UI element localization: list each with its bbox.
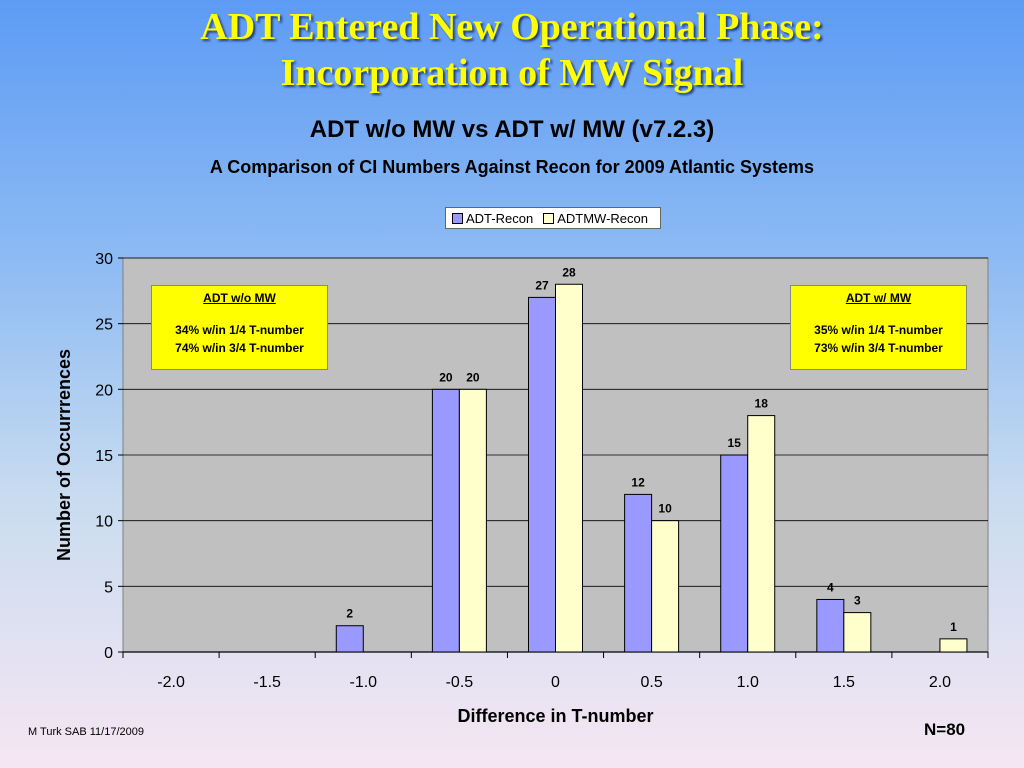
note-right-line2: 73% w/in 3/4 T-number [814,341,943,355]
data-label: 4 [827,580,834,594]
note-left-line2: 74% w/in 3/4 T-number [175,341,304,355]
legend-item-adt-recon: ADT-Recon [452,211,533,226]
legend-swatch-adt-recon [452,212,463,224]
data-label: 10 [658,502,672,516]
legend-label-adtmw-recon: ADTMW-Recon [557,210,648,226]
data-label: 27 [535,278,549,292]
data-label: 1 [950,620,957,634]
x-tick-label: -1.5 [253,674,281,691]
bar-adtmw-recon [458,388,487,653]
x-tick-label: -2.0 [157,674,185,691]
bar-adtmw-recon [843,612,872,653]
bar-adtmw-recon [747,415,776,653]
y-tick-label: 20 [95,382,113,399]
legend-swatch-adtmw-recon [543,212,555,224]
slide-title-line2: Incorporation of MW Signal [280,52,744,94]
bar-adtmw-recon [555,283,583,653]
sample-size: N=80 [924,720,966,739]
x-tick-label: 0.5 [640,674,662,691]
footer-author: M Turk SAB 11/17/2009 [28,726,144,738]
chart-legend: ADT-Recon ADTMW-Recon [445,207,661,229]
x-tick-label: -1.0 [349,674,377,691]
chart-title: ADT w/o MW vs ADT w/ MW (v7.2.3) [309,116,715,143]
note-right-heading: ADT w/ MW [845,291,912,305]
x-tick-label: -0.5 [446,674,474,691]
x-tick-label: 0 [551,674,560,691]
data-label: 20 [439,370,453,384]
slide-title-line1: ADT Entered New Operational Phase: [200,6,824,48]
bar-adt-recon [431,388,460,653]
data-label: 15 [728,436,742,450]
y-tick-label: 30 [95,251,113,268]
note-adt-without-mw: ADT w/o MW 34% w/in 1/4 T-number 74% w/i… [151,285,328,370]
note-right-line1: 35% w/in 1/4 T-number [814,323,943,337]
x-tick-label: 1.5 [833,674,855,691]
note-left-line1: 34% w/in 1/4 T-number [175,323,304,337]
note-left-heading: ADT w/o MW [203,291,276,305]
y-axis-title: Number of Occurrrences [54,349,74,561]
bar-adt-recon [335,625,364,653]
x-tick-label: 2.0 [929,674,951,691]
bar-adt-recon [816,598,845,653]
y-tick-label: 5 [104,579,113,596]
legend-item-adtmw-recon: ADTMW-Recon [543,211,648,226]
data-label: 2 [346,607,353,621]
data-label: 3 [854,594,861,608]
y-tick-label: 25 [95,317,113,334]
x-tick-label: 1.0 [737,674,759,691]
bar-adt-recon [528,296,556,653]
bar-adt-recon [624,493,653,653]
data-label: 18 [755,397,769,411]
bar-adt-recon [720,454,749,653]
y-tick-label: 10 [95,514,113,531]
y-tick-label: 0 [104,645,113,662]
legend-label-adt-recon: ADT-Recon [466,210,534,226]
x-axis-title: Difference in T-number [457,706,653,726]
data-label: 12 [631,475,645,489]
slide-title: ADT Entered New Operational Phase: Incor… [0,4,1024,96]
bar-adtmw-recon [651,520,680,653]
data-label: 20 [466,370,480,384]
chart-subtitle: A Comparison of CI Numbers Against Recon… [209,157,815,177]
data-label: 28 [562,265,576,279]
y-tick-label: 15 [95,448,113,465]
note-adt-with-mw: ADT w/ MW 35% w/in 1/4 T-number 73% w/in… [790,285,967,370]
bar-adtmw-recon [939,638,968,653]
